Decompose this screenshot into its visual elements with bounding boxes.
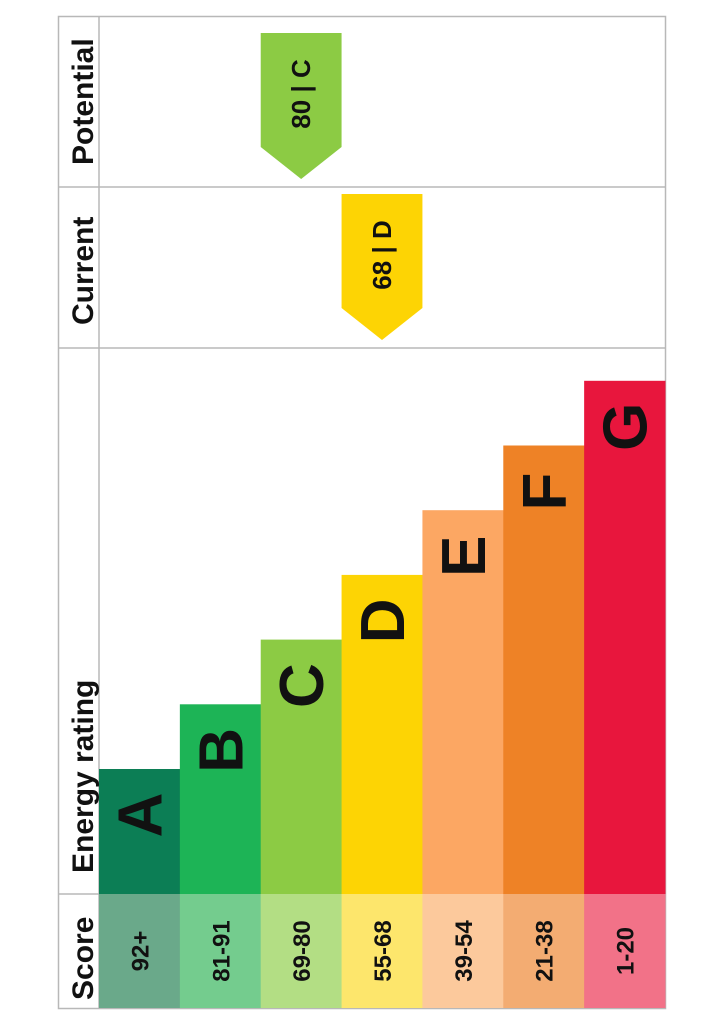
band-letter-g: G <box>592 403 661 451</box>
score-cell-e <box>422 894 504 1008</box>
band-letter-d: D <box>349 599 418 644</box>
score-cell-f <box>503 894 585 1008</box>
band-bar-f <box>503 445 585 894</box>
energy-rating-header: Energy rating <box>67 680 100 873</box>
score-label-c: 69-80 <box>289 920 316 981</box>
score-cell-b <box>179 894 262 1008</box>
band-letter-e: E <box>430 536 499 577</box>
current-rating-label: 68 | D <box>367 220 397 289</box>
potential-rating-marker: 80 | C <box>260 33 342 179</box>
score-cell-a <box>99 894 181 1008</box>
score-label-b: 81-91 <box>208 920 235 981</box>
band-letter-c: C <box>268 663 337 708</box>
score-cell-d <box>341 894 423 1008</box>
score-label-g: 1-20 <box>613 927 640 975</box>
score-label-f: 21-38 <box>532 920 559 981</box>
score-cell-g <box>584 894 666 1008</box>
score-header: Score <box>67 917 100 1000</box>
potential-rating-label: 80 | C <box>286 59 316 129</box>
band-letter-f: F <box>511 473 580 511</box>
band-letter-b: B <box>187 728 256 773</box>
potential-header: Potential <box>67 38 100 165</box>
band-letter-a: A <box>106 793 175 838</box>
score-label-e: 39-54 <box>451 920 478 982</box>
rating-bands: 92+ A 81-91 B 69-80 C 55-68 D 39-54 E 21-38 F 1-20 G <box>99 380 666 1008</box>
band-bar-c <box>260 639 343 894</box>
score-cell-c <box>260 894 343 1008</box>
score-label-d: 55-68 <box>370 920 397 981</box>
band-bar-e <box>422 510 504 894</box>
current-arrow <box>341 194 423 340</box>
potential-arrow <box>260 33 342 179</box>
score-label-a: 92+ <box>127 931 154 972</box>
band-bar-a <box>99 769 181 894</box>
band-bar-g <box>584 380 666 894</box>
current-header: Current <box>67 217 100 325</box>
band-bar-b <box>179 704 262 894</box>
band-bar-d <box>341 574 423 894</box>
current-rating-marker: 68 | D <box>341 194 423 340</box>
